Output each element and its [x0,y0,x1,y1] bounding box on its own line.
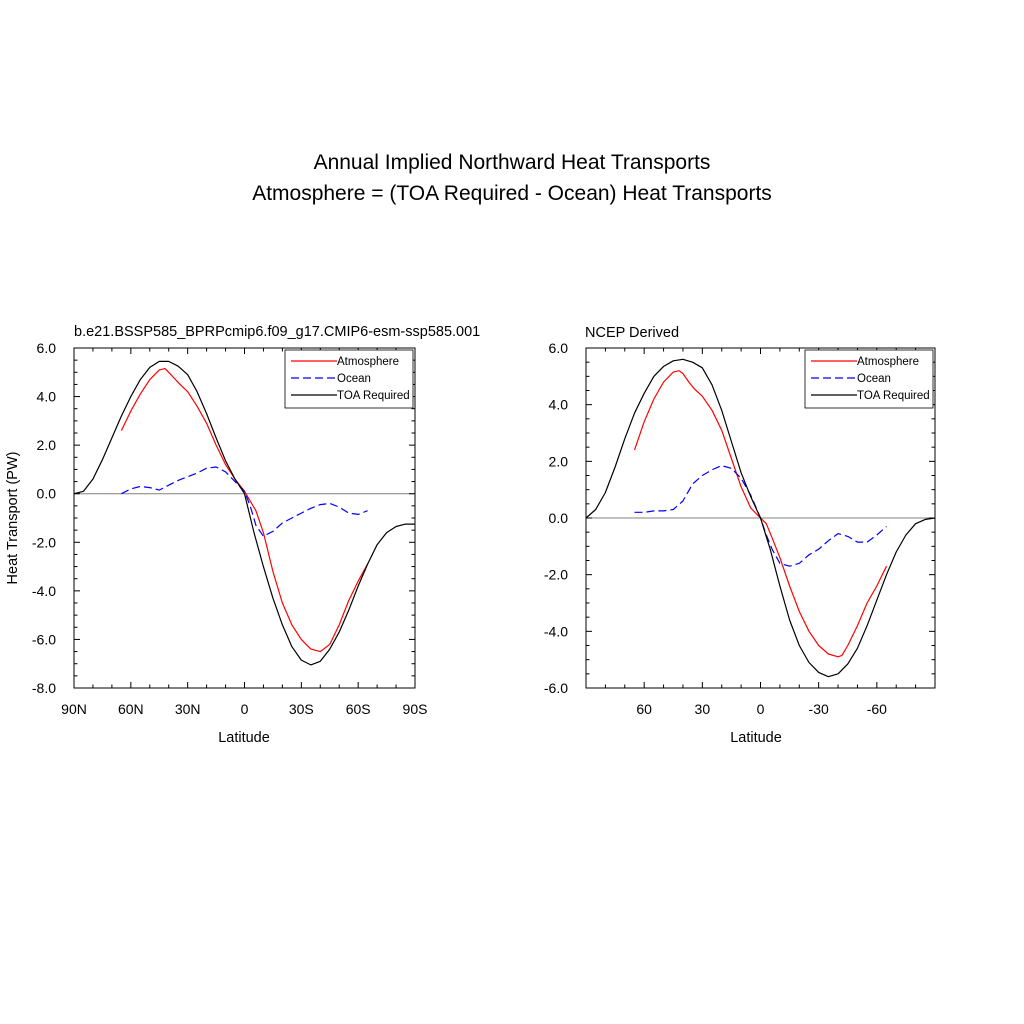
legend-label: Ocean [337,373,371,385]
legend-label: TOA Required [337,390,410,402]
legend-box [284,349,414,409]
y-tick-label: 6.0 [549,340,569,356]
y-axis-label: Heat Transport (PW) [5,452,21,585]
x-tick-label: 0 [241,701,249,717]
right-panel: NCEP Derived Latitude 60 30 0 -30 -60 -6.0 -4.… [544,325,936,746]
legend-label: Atmosphere [337,356,399,368]
legend-label: TOA Required [857,390,930,402]
y-tick-label: -2.0 [544,567,568,583]
series-atmosphere-line [633,370,888,658]
series-toa-required-line [585,358,936,678]
left-panel: b.e21.BSSP585_BPRPcmip6.f09_g17.CMIP6-es… [5,324,480,746]
panel-title: b.e21.BSSP585_BPRPcmip6.f09_g17.CMIP6-es… [74,324,480,340]
legend: Atmosphere Ocean TOA Required [284,349,414,409]
y-tick-label: 6.0 [37,340,57,356]
y-tick-label: 2.0 [37,437,57,453]
legend-box [804,349,934,409]
main-subtitle: Atmosphere = (TOA Required - Ocean) Heat… [252,182,772,205]
y-tick-label: 0.0 [37,486,57,502]
y-tick-label: -2.0 [32,534,56,550]
y-tick-label: 4.0 [37,389,57,405]
x-tick-label: 0 [757,701,765,717]
x-tick-label: 60 [636,701,652,717]
x-tick-label: 60S [346,701,371,717]
x-tick-label: -30 [809,701,829,717]
legend: Atmosphere Ocean TOA Required [804,349,934,409]
x-tick-label: 30S [289,701,314,717]
series-ocean-line [634,465,887,567]
y-tick-label: -4.0 [32,583,56,599]
x-tick-label: 90S [403,701,428,717]
series-toa-required-line [73,360,415,666]
panel-title: NCEP Derived [585,325,679,341]
legend-label: Atmosphere [857,356,919,368]
y-tick-label: -8.0 [32,680,56,696]
y-tick-label: 0.0 [549,510,569,526]
main-title: Annual Implied Northward Heat Transports [314,151,711,174]
x-axis-label: Latitude [730,730,782,746]
x-tick-label: 30 [695,701,711,717]
legend-label: Ocean [857,373,891,385]
x-tick-label: 30N [175,701,201,717]
y-tick-label: 4.0 [549,397,569,413]
series-atmosphere-line [120,368,369,653]
y-tick-label: -4.0 [544,623,568,639]
y-tick-label: 2.0 [549,453,569,469]
y-tick-label: -6.0 [32,631,56,647]
series-ocean-line [121,466,368,537]
x-axis-label: Latitude [218,730,270,746]
x-tick-label: -60 [867,701,887,717]
y-tick-label: -6.0 [544,680,568,696]
x-tick-label: 60N [118,701,144,717]
x-tick-label: 90N [61,701,87,717]
